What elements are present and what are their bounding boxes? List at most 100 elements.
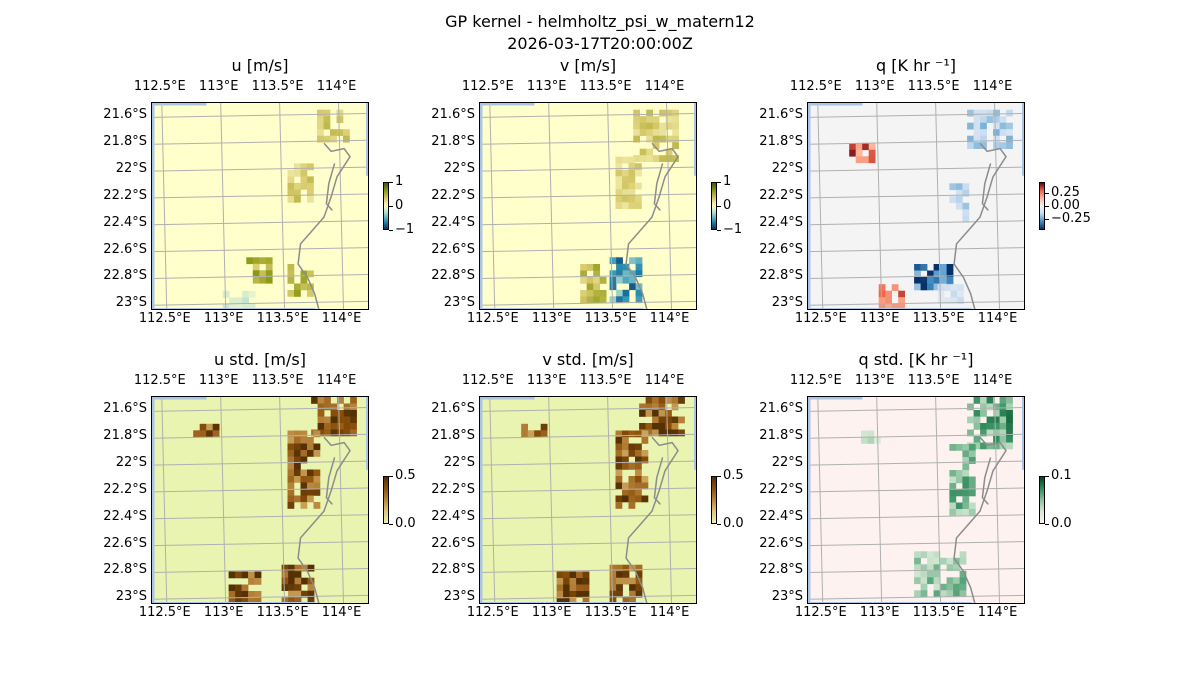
data-cell bbox=[665, 410, 672, 417]
data-cell bbox=[639, 116, 647, 123]
data-cell bbox=[962, 470, 970, 477]
lat-tick-label: 21.8°S bbox=[103, 428, 147, 444]
data-cell bbox=[242, 297, 249, 305]
data-cell bbox=[641, 456, 649, 464]
data-cell bbox=[294, 469, 301, 477]
data-cell bbox=[615, 430, 623, 438]
data-cell bbox=[622, 169, 629, 177]
data-cell bbox=[616, 590, 623, 598]
data-cell bbox=[955, 509, 963, 516]
data-cell bbox=[999, 429, 1007, 437]
data-cell bbox=[973, 116, 981, 123]
data-patch bbox=[287, 264, 314, 297]
data-cell bbox=[959, 583, 967, 591]
data-cell bbox=[949, 483, 957, 490]
map-svg bbox=[808, 103, 1024, 309]
data-cell bbox=[317, 416, 325, 424]
data-cell bbox=[927, 577, 934, 585]
coastline-bay bbox=[325, 163, 336, 211]
data-cell bbox=[307, 564, 315, 572]
data-cell bbox=[228, 591, 236, 598]
data-cell bbox=[629, 597, 636, 603]
data-cell bbox=[633, 129, 640, 136]
coastline-bay bbox=[653, 457, 664, 505]
data-cell bbox=[294, 443, 301, 451]
data-cell bbox=[615, 156, 623, 164]
data-cell bbox=[582, 571, 590, 579]
lon-tick-label-bottom: 113.5°E bbox=[256, 605, 309, 620]
data-cell bbox=[622, 430, 629, 438]
data-patch bbox=[193, 423, 220, 438]
data-cell bbox=[898, 297, 905, 304]
data-cell bbox=[641, 437, 649, 444]
data-cell bbox=[300, 495, 308, 503]
data-cell bbox=[957, 290, 964, 298]
data-cell bbox=[622, 571, 630, 578]
data-cell bbox=[586, 264, 594, 271]
colorbar bbox=[1039, 476, 1045, 524]
colorbar-tick-mark bbox=[717, 524, 721, 525]
data-cell bbox=[616, 577, 623, 585]
panel-title: q std. [K hr ⁻¹] bbox=[858, 350, 974, 369]
lat-tick-label: 22.8°S bbox=[759, 562, 803, 578]
data-cell bbox=[582, 597, 590, 603]
data-cell bbox=[337, 397, 344, 404]
lat-tick-label: 23°S bbox=[771, 589, 803, 605]
data-cell bbox=[199, 423, 207, 431]
data-cell bbox=[968, 450, 976, 458]
data-cell bbox=[300, 443, 308, 451]
data-cell bbox=[300, 482, 308, 490]
colorbar-tick-mark bbox=[717, 476, 721, 477]
data-cell bbox=[569, 571, 577, 579]
gridline-lat bbox=[152, 112, 368, 118]
data-cell bbox=[313, 430, 321, 438]
colorbar-tick-mark bbox=[389, 182, 393, 183]
data-cell bbox=[294, 571, 302, 578]
data-cell bbox=[294, 195, 301, 203]
colorbar-tick-mark bbox=[717, 230, 721, 231]
colorbar bbox=[1039, 182, 1045, 230]
data-cell bbox=[885, 303, 892, 309]
data-cell bbox=[242, 303, 249, 309]
gridline-lat bbox=[480, 112, 696, 118]
data-cell bbox=[973, 109, 981, 117]
data-cell bbox=[294, 450, 301, 457]
data-cell bbox=[582, 591, 590, 598]
data-cell bbox=[222, 290, 230, 298]
lon-tick-label-bottom: 114°E bbox=[321, 605, 362, 620]
data-cell bbox=[665, 148, 673, 156]
colorbar-tick-label: 1 bbox=[395, 174, 404, 189]
data-cell bbox=[855, 143, 863, 151]
data-cell bbox=[914, 570, 921, 578]
data-cell bbox=[563, 578, 570, 585]
data-cell bbox=[241, 584, 249, 592]
data-cell bbox=[628, 195, 636, 203]
data-cell bbox=[206, 423, 213, 431]
gridline-lon bbox=[489, 103, 496, 309]
data-cell bbox=[521, 430, 528, 438]
data-patch bbox=[287, 163, 314, 203]
data-cell bbox=[645, 397, 653, 404]
data-cell bbox=[222, 303, 230, 309]
gridline-lon bbox=[489, 397, 496, 603]
data-cell bbox=[937, 297, 945, 304]
data-cell bbox=[580, 290, 587, 297]
gridline-lat bbox=[480, 247, 696, 253]
data-patch bbox=[615, 430, 649, 509]
data-cell bbox=[228, 584, 236, 592]
data-cell bbox=[317, 135, 324, 143]
data-cell bbox=[343, 129, 350, 136]
data-cell bbox=[235, 597, 242, 603]
data-cell bbox=[955, 202, 963, 210]
data-cell bbox=[855, 156, 863, 164]
data-cell bbox=[973, 436, 981, 443]
lat-tick-label: 22.2°S bbox=[759, 187, 803, 203]
data-cell bbox=[599, 277, 607, 284]
data-cell bbox=[940, 557, 947, 565]
data-cell bbox=[586, 296, 594, 304]
data-cell bbox=[885, 290, 892, 298]
colorbar-tick-mark bbox=[389, 524, 393, 525]
data-cell bbox=[307, 195, 314, 203]
colorbar-tick-mark bbox=[1045, 192, 1049, 194]
data-cell bbox=[330, 135, 337, 143]
